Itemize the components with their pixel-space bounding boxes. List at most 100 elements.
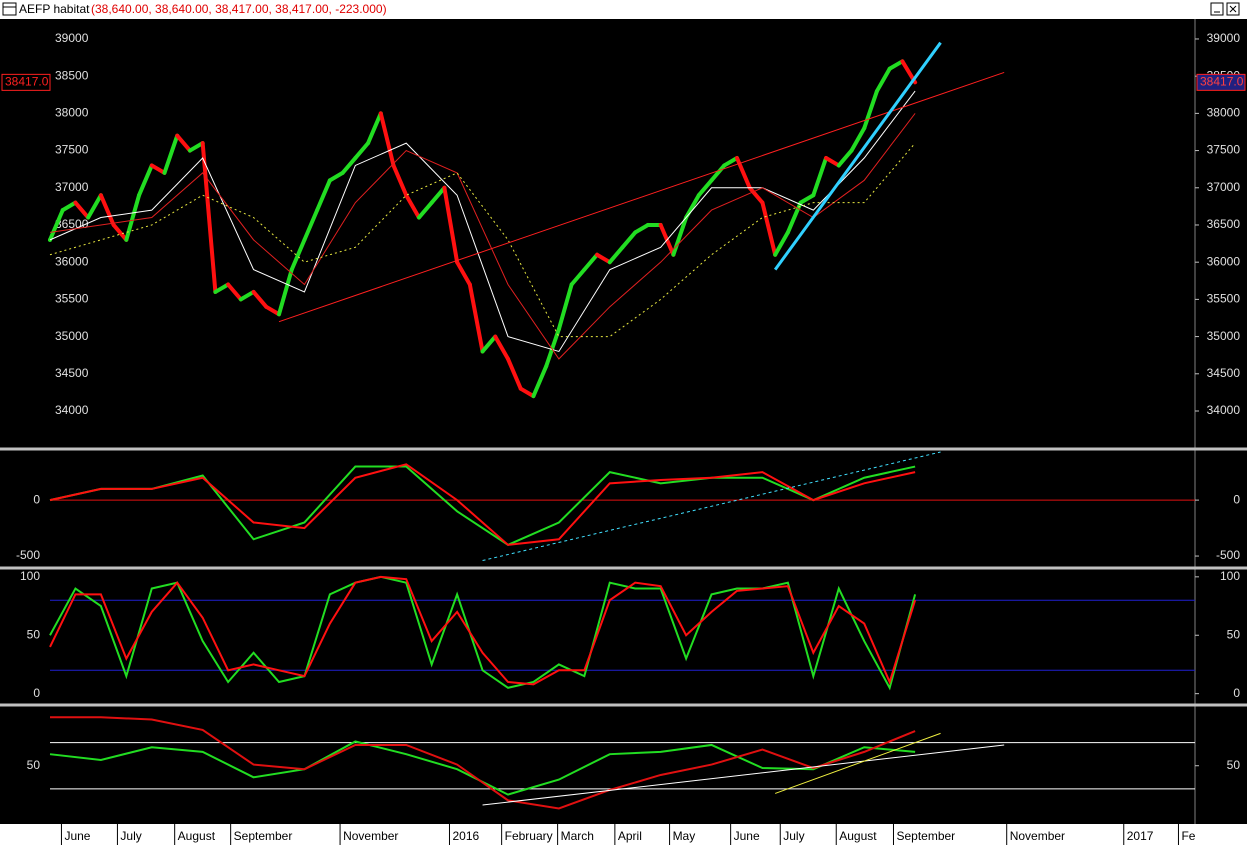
y-tick-label: 36000 [1207,254,1241,268]
price-segment [277,267,294,317]
close-icon [1229,5,1237,13]
trendline [773,41,942,271]
price-segment [416,200,434,220]
price-segment [315,178,332,213]
price-segment [824,156,841,168]
price-segment [442,185,460,265]
price-segment [556,282,574,332]
x-tick-label: September [896,829,955,843]
trendline [278,71,1005,323]
price-segment [493,334,510,361]
price-segment [60,200,78,213]
y-tick-label: -500 [16,548,40,562]
series-line [49,575,917,691]
y-tick-label: 37000 [1207,180,1241,194]
price-segment [353,141,371,161]
price-segment [251,289,269,309]
price-segment [582,252,600,272]
price-segment [607,245,625,265]
last-price-label: 38417.0 [5,75,49,89]
price-segment [73,200,91,220]
price-segment [531,364,549,399]
price-segment [137,163,154,198]
y-tick-label: 50 [1227,758,1241,772]
last-price-box [1,73,51,91]
y-tick-label: 38000 [55,106,89,120]
x-tick-label: September [234,829,293,843]
price-segment [149,163,167,175]
price-segment [862,89,879,131]
x-tick-label: May [673,829,696,843]
y-tick-label: 0 [33,492,40,506]
trendline [482,744,1005,806]
price-segment [747,185,765,205]
price-segment [98,193,116,227]
trendline [482,451,941,562]
y-tick-label: 35000 [55,329,89,343]
y-tick-label: 39000 [1207,31,1241,45]
price-segment [238,289,256,302]
x-tick-label: June [64,829,90,843]
price-segment [722,156,739,168]
title-bar [0,0,1247,19]
last-price-label: 38417.0 [1200,75,1244,89]
y-tick-label: 38500 [55,68,89,82]
price-segment [327,170,345,183]
y-tick-label: 37500 [1207,143,1241,157]
y-tick-label: 0 [33,686,40,700]
price-segment [696,178,714,198]
series-line [49,740,916,796]
price-segment [480,334,498,354]
y-tick-label: 36000 [55,254,89,268]
price-segment [811,156,829,198]
price-segment [455,260,472,287]
price-segment [544,327,561,369]
price-segment [785,200,803,235]
y-tick-label: 35500 [1207,292,1241,306]
y-tick-label: 34500 [1207,366,1241,380]
y-tick-label: 37000 [55,180,89,194]
price-segment [111,222,129,242]
price-segment [735,156,752,190]
price-segment [506,356,523,391]
price-segment [302,208,320,242]
quote: (38,640.00, 38,640.00, 38,417.00, 38,417… [91,2,387,16]
price-segment [429,185,447,205]
series-line [49,113,916,360]
price-segment [340,156,358,175]
price-segment [366,111,383,146]
window-icon [2,2,17,16]
x-tick-label: 2017 [1127,829,1154,843]
price-segment [187,141,205,153]
price-segment [773,230,790,257]
x-tick-label: April [618,829,642,843]
series-line [49,463,916,546]
price-segment [798,193,816,205]
price-segment [595,252,612,265]
price-segment [760,200,778,257]
y-tick-label: 0 [1233,492,1240,506]
series-line [49,465,916,546]
price-segment [467,282,485,354]
price-segment [378,111,396,168]
minimize-button[interactable] [1210,2,1224,16]
price-segment [86,193,103,220]
price-segment [569,267,587,287]
price-segment [709,163,727,183]
x-tick-label: November [1010,829,1065,843]
x-tick-label: June [734,829,760,843]
x-tick-label: August [178,829,216,843]
x-tick-label: August [839,829,877,843]
price-segment [175,133,192,153]
y-tick-label: 35500 [55,292,89,306]
y-tick-label: 50 [27,627,41,641]
price-segment [226,282,243,302]
y-tick-label: 34000 [55,403,89,417]
price-segment [887,59,905,71]
price-segment [849,126,867,153]
x-tick-label: February [505,829,553,843]
price-segment [391,163,409,198]
y-tick-label: 100 [1220,569,1240,583]
